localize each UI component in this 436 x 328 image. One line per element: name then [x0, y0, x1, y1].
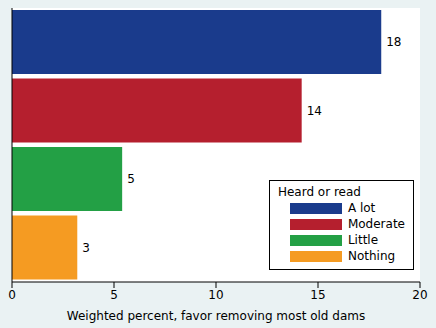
- html-text:Little: Little: [347, 233, 379, 247]
- svg-text:20: 20: [412, 288, 427, 302]
- svg-text:3: 3: [82, 241, 90, 255]
- html-text:A lot: A lot: [347, 201, 376, 215]
- html-text:Heard or read: Heard or read: [277, 185, 361, 199]
- svg-text:5: 5: [127, 172, 135, 186]
- svg-text:0: 0: [8, 288, 16, 302]
- svg-text:18: 18: [386, 35, 401, 49]
- html-text:Moderate: Moderate: [347, 217, 405, 231]
- svg-text:10: 10: [208, 288, 223, 302]
- svg-text:15: 15: [310, 288, 325, 302]
- svg-text:14: 14: [307, 104, 322, 118]
- html-text:Nothing: Nothing: [347, 249, 396, 263]
- svg-text:5: 5: [110, 288, 118, 302]
- svg-text:Weighted percent, favor removi: Weighted percent, favor removing most ol…: [67, 309, 365, 323]
